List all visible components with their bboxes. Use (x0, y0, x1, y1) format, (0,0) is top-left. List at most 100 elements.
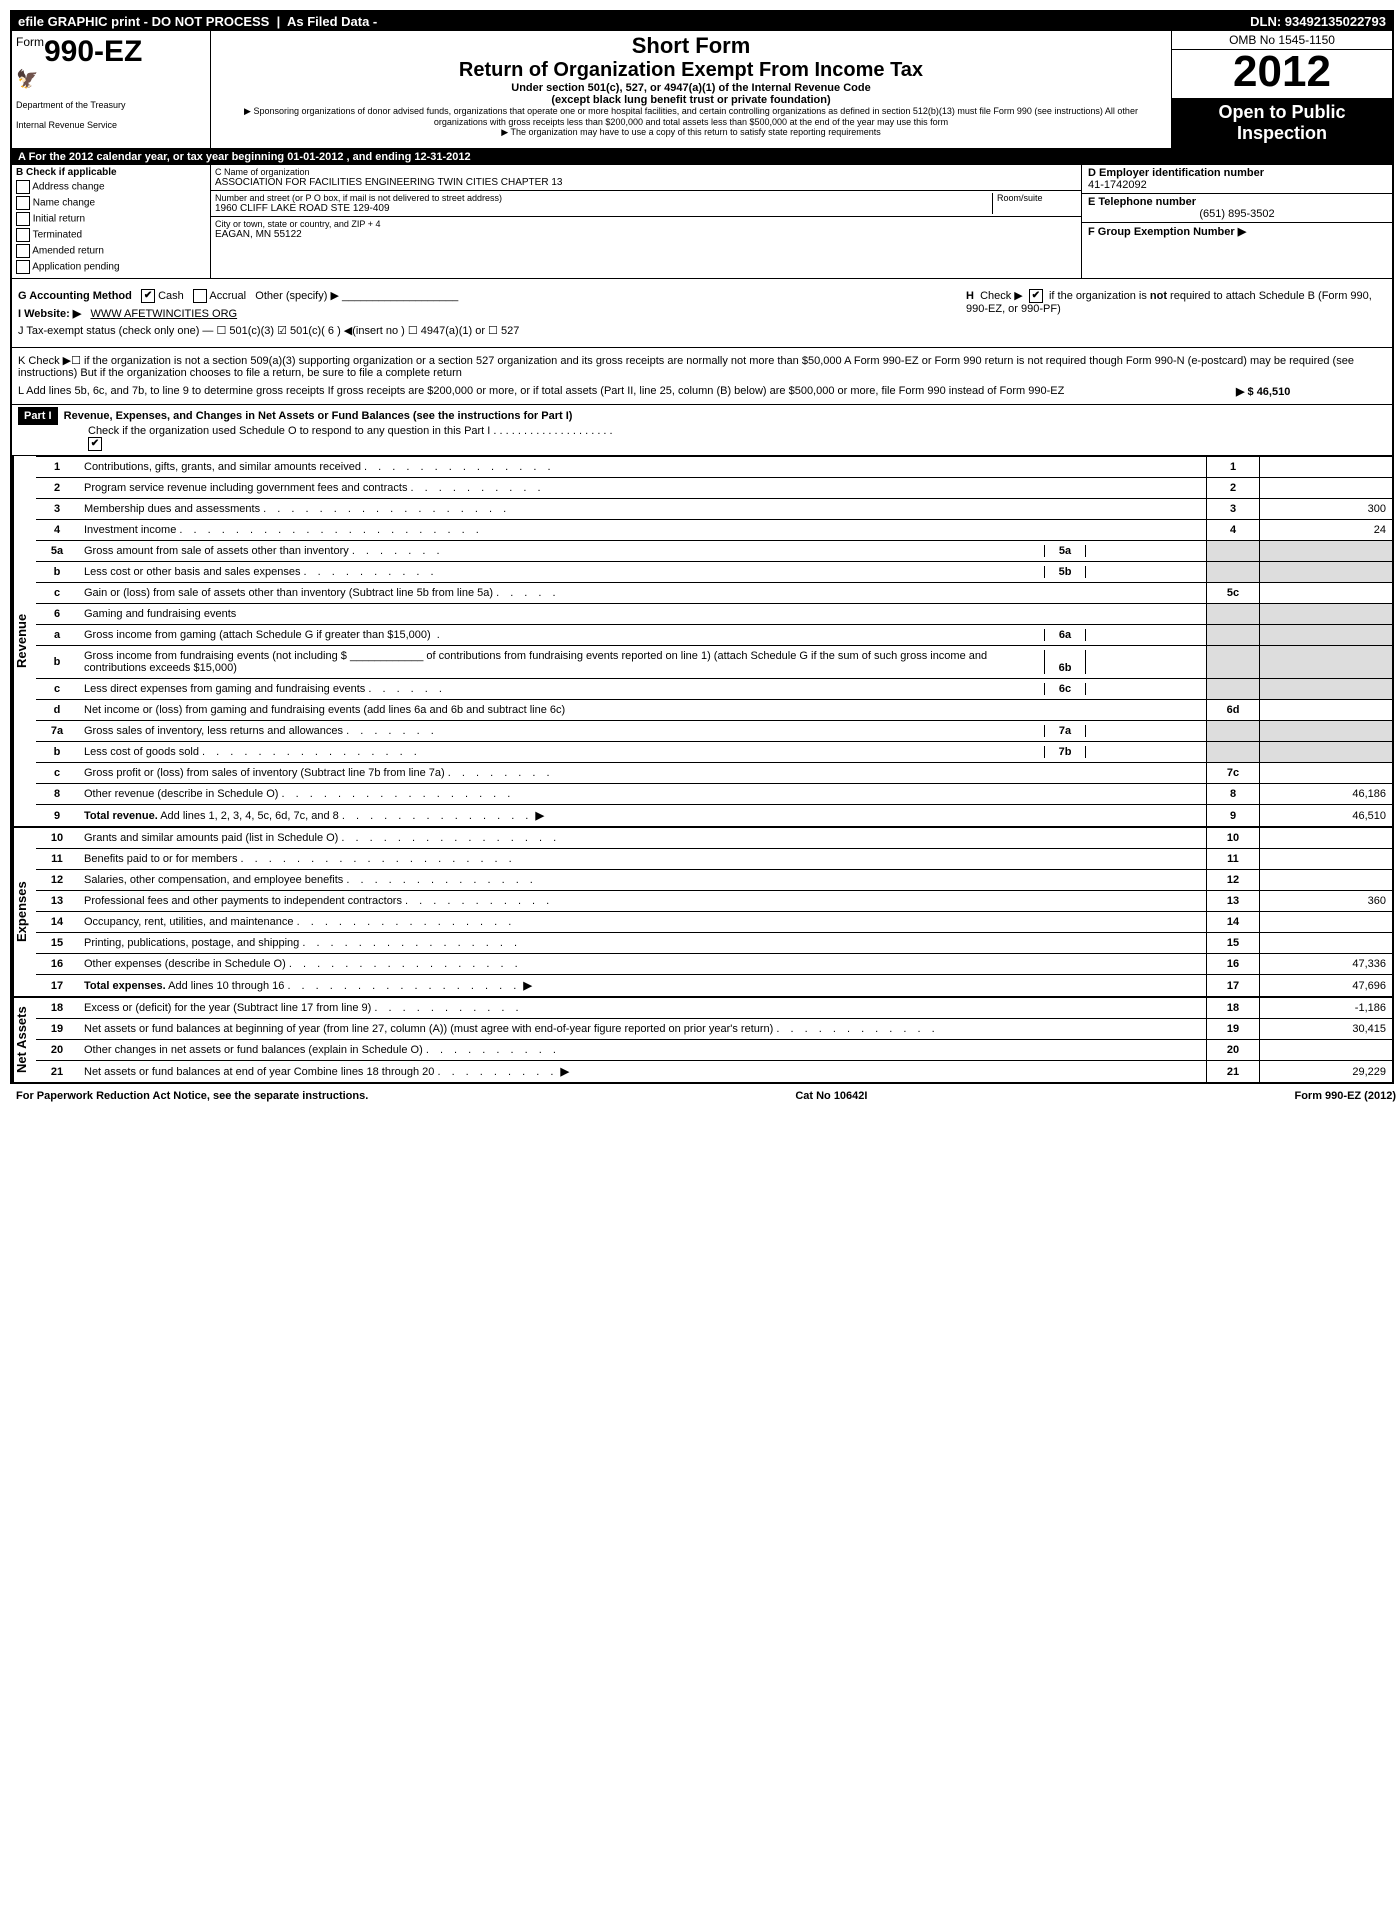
c-city: EAGAN, MN 55122 (215, 229, 1077, 240)
section-def: D Employer identification number 41-1742… (1082, 165, 1392, 278)
topbar-dln: DLN: 93492135022793 (1250, 14, 1386, 29)
open-to-public: Open to Public Inspection (1172, 98, 1392, 148)
form-prefix: Form (16, 35, 44, 49)
g-line: G Accounting Method ✔ Cash Accrual Other… (18, 289, 956, 303)
dept-irs: Internal Revenue Service (16, 120, 206, 130)
b-terminated: Terminated (16, 228, 206, 242)
short-form-title: Short Form (217, 33, 1165, 59)
c-name: ASSOCIATION FOR FACILITIES ENGINEERING T… (215, 177, 1077, 188)
line-5a: 5aGross amount from sale of assets other… (36, 541, 1392, 562)
line-2: 2Program service revenue including gover… (36, 478, 1392, 499)
line-17: 17Total expenses. Add lines 10 through 1… (36, 975, 1392, 997)
expenses-table: 10Grants and similar amounts paid (list … (36, 828, 1392, 996)
section-c: C Name of organization ASSOCIATION FOR F… (211, 165, 1082, 278)
header-right: OMB No 1545-1150 2012 Open to Public Ins… (1171, 31, 1392, 148)
part1-heading: Part I Revenue, Expenses, and Changes in… (12, 405, 1392, 456)
header-left: Form990-EZ 🦅 Department of the Treasury … (12, 31, 211, 148)
line-19: 19Net assets or fund balances at beginni… (36, 1019, 1392, 1040)
footer-mid: Cat No 10642I (795, 1090, 867, 1102)
i-line: I Website: ▶ WWW AFETWINCITIES ORG (18, 307, 956, 320)
section-a: A For the 2012 calendar year, or tax yea… (12, 149, 1392, 165)
subtitle-2: (except black lung benefit trust or priv… (217, 94, 1165, 106)
expenses-side-label: Expenses (12, 828, 36, 996)
line-6c: cLess direct expenses from gaming and fu… (36, 679, 1392, 700)
header-instr-2: ▶ The organization may have to use a cop… (217, 127, 1165, 138)
header: Form990-EZ 🦅 Department of the Treasury … (12, 31, 1392, 149)
netassets-table: 18Excess or (deficit) for the year (Subt… (36, 998, 1392, 1082)
revenue-table: 1Contributions, gifts, grants, and simil… (36, 456, 1392, 826)
subtitle-1: Under section 501(c), 527, or 4947(a)(1)… (217, 82, 1165, 94)
form-number: 990-EZ (44, 35, 142, 68)
org-info: B Check if applicable Address change Nam… (12, 165, 1392, 279)
line-7c: cGross profit or (loss) from sales of in… (36, 763, 1392, 784)
revenue-side-label: Revenue (12, 456, 36, 826)
c-street: 1960 CLIFF LAKE ROAD STE 129-409 (215, 203, 992, 214)
line-11: 11Benefits paid to or for members . . . … (36, 849, 1392, 870)
c-room-label: Room/suite (997, 193, 1077, 203)
section-b: B Check if applicable Address change Nam… (12, 165, 211, 278)
form-page: efile GRAPHIC print - DO NOT PROCESS | A… (10, 10, 1394, 1084)
line-4: 4Investment income . . . . . . . . . . .… (36, 520, 1392, 541)
d-value: 41-1742092 (1088, 179, 1386, 191)
line-16: 16Other expenses (describe in Schedule O… (36, 954, 1392, 975)
b-application-pending: Application pending (16, 260, 206, 274)
tax-year: 2012 (1172, 50, 1392, 98)
line-6a: aGross income from gaming (attach Schedu… (36, 625, 1392, 646)
d-label: D Employer identification number (1088, 167, 1386, 179)
line-15: 15Printing, publications, postage, and s… (36, 933, 1392, 954)
b-name-change: Name change (16, 196, 206, 210)
line-5c: cGain or (loss) from sale of assets othe… (36, 583, 1392, 604)
midbox: G Accounting Method ✔ Cash Accrual Other… (12, 279, 1392, 348)
header-center: Short Form Return of Organization Exempt… (211, 31, 1171, 148)
part1-title-text: Revenue, Expenses, and Changes in Net As… (64, 410, 573, 422)
netassets-section: Net Assets 18Excess or (deficit) for the… (12, 996, 1392, 1082)
line-1: 1Contributions, gifts, grants, and simil… (36, 457, 1392, 478)
e-label: E Telephone number (1088, 196, 1386, 208)
line-14: 14Occupancy, rent, utilities, and mainte… (36, 912, 1392, 933)
line-7b: bLess cost of goods sold . . . . . . . .… (36, 742, 1392, 763)
line-6d: dNet income or (loss) from gaming and fu… (36, 700, 1392, 721)
top-bar: efile GRAPHIC print - DO NOT PROCESS | A… (12, 12, 1392, 31)
line-18: 18Excess or (deficit) for the year (Subt… (36, 998, 1392, 1019)
b-title: B Check if applicable (16, 167, 206, 178)
part1-schedule-o-checkbox: ✔ (88, 437, 102, 451)
b-amended: Amended return (16, 244, 206, 258)
part1-label: Part I (18, 407, 58, 425)
g-cash-checkbox: ✔ (141, 289, 155, 303)
e-value: (651) 895-3502 (1088, 208, 1386, 220)
main-title: Return of Organization Exempt From Incom… (217, 59, 1165, 82)
h-checkbox: ✔ (1029, 289, 1043, 303)
footer: For Paperwork Reduction Act Notice, see … (10, 1086, 1400, 1106)
c-street-label: Number and street (or P O box, if mail i… (215, 193, 992, 203)
line-3: 3Membership dues and assessments . . . .… (36, 499, 1392, 520)
irs-logo-icon: 🦅 (16, 69, 206, 90)
c-city-label: City or town, state or country, and ZIP … (215, 219, 1077, 229)
h-line: H Check ▶ ✔ if the organization is not r… (966, 289, 1386, 315)
line-7a: 7aGross sales of inventory, less returns… (36, 721, 1392, 742)
line-9: 9Total revenue. Add lines 1, 2, 3, 4, 5c… (36, 805, 1392, 827)
topbar-left: efile GRAPHIC print - DO NOT PROCESS | A… (18, 14, 377, 29)
line-6b: bGross income from fundraising events (n… (36, 646, 1392, 679)
f-label: F Group Exemption Number ▶ (1088, 225, 1386, 238)
revenue-section: Revenue 1Contributions, gifts, grants, a… (12, 456, 1392, 826)
j-line: J Tax-exempt status (check only one) — ☐… (18, 324, 956, 337)
c-name-label: C Name of organization (215, 167, 1077, 177)
b-address-change: Address change (16, 180, 206, 194)
g-accrual-checkbox (193, 289, 207, 303)
line-5b: bLess cost or other basis and sales expe… (36, 562, 1392, 583)
b-initial-return: Initial return (16, 212, 206, 226)
l-text: L Add lines 5b, 6c, and 7b, to line 9 to… (18, 385, 1236, 398)
line-6: 6Gaming and fundraising events (36, 604, 1392, 625)
footer-left: For Paperwork Reduction Act Notice, see … (16, 1090, 368, 1102)
line-8: 8Other revenue (describe in Schedule O) … (36, 784, 1392, 805)
k-text: K Check ▶☐ if the organization is not a … (18, 354, 1386, 379)
line-10: 10Grants and similar amounts paid (list … (36, 828, 1392, 849)
line-12: 12Salaries, other compensation, and empl… (36, 870, 1392, 891)
line-21: 21Net assets or fund balances at end of … (36, 1061, 1392, 1083)
header-instr-1: ▶ Sponsoring organizations of donor advi… (217, 106, 1165, 127)
line-13: 13Professional fees and other payments t… (36, 891, 1392, 912)
part1-check-line: Check if the organization used Schedule … (88, 425, 613, 437)
k-l-box: K Check ▶☐ if the organization is not a … (12, 348, 1392, 405)
expenses-section: Expenses 10Grants and similar amounts pa… (12, 826, 1392, 996)
website-link[interactable]: WWW AFETWINCITIES ORG (90, 308, 237, 320)
